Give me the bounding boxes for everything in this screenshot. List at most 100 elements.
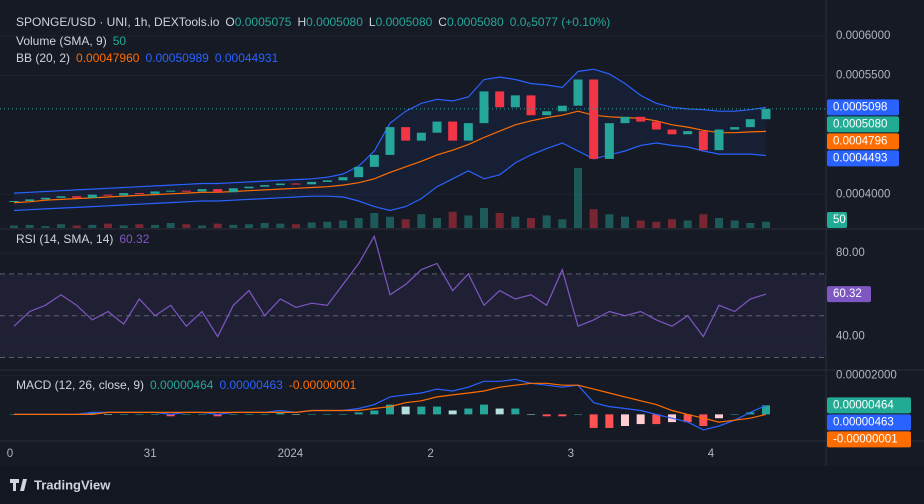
price-tag-label: -0.00000001 xyxy=(833,433,898,445)
volume-bar xyxy=(746,223,755,228)
price-tag-label: 0.00000463 xyxy=(833,416,894,428)
volume-bar xyxy=(166,223,175,228)
candle xyxy=(761,108,771,120)
volume-title: Volume (SMA, 9) xyxy=(16,34,107,48)
macd-histogram-bar xyxy=(119,414,128,415)
candle xyxy=(40,197,50,200)
macd-histogram-bar xyxy=(135,414,144,415)
volume-bar xyxy=(57,224,65,228)
volume-bar xyxy=(542,215,551,228)
macd-histogram-bar xyxy=(182,414,191,415)
candle xyxy=(589,79,599,159)
volume-bar xyxy=(323,221,332,228)
x-tick-label: 2024 xyxy=(278,448,304,460)
candle xyxy=(338,177,348,181)
price-tag-box xyxy=(827,133,899,150)
macd-histogram-bar xyxy=(245,414,253,415)
volume-bar xyxy=(730,220,739,228)
volume-bar xyxy=(370,213,379,228)
macd-hist-value: 0.00000464 xyxy=(150,378,214,392)
candle xyxy=(416,132,426,141)
rsi-title: RSI (14, SMA, 14) xyxy=(16,232,113,246)
candle xyxy=(714,129,724,151)
volume-bar xyxy=(621,216,629,228)
rsi-value: 60.32 xyxy=(119,232,149,246)
candle xyxy=(260,185,270,187)
macd-histogram-bar xyxy=(605,414,614,428)
macd-histogram-bar xyxy=(730,414,739,415)
macd-histogram-bar xyxy=(370,410,379,415)
macd-histogram-bar xyxy=(495,408,504,415)
macd-histogram-bar xyxy=(213,414,222,417)
brand-logo xyxy=(10,479,27,491)
macd-histogram-bar xyxy=(683,414,692,423)
x-tick-label: 2 xyxy=(427,448,433,460)
volume-sma: 50 xyxy=(113,34,127,48)
macd-histogram-bar xyxy=(746,412,755,415)
price-tag-label: 0.0004493 xyxy=(833,152,887,164)
candle xyxy=(307,181,317,185)
macd-histogram-bar xyxy=(198,414,206,415)
volume-bar xyxy=(636,220,645,228)
y-tick-label: 0.0004000 xyxy=(836,189,890,201)
macd-histogram-bar xyxy=(323,414,332,415)
candle xyxy=(291,183,301,185)
volume-bar xyxy=(339,220,347,228)
price-tag-label: 0.0005080 xyxy=(833,118,887,130)
macd-histogram-bar xyxy=(511,408,520,415)
candle xyxy=(463,123,473,141)
volume-bar xyxy=(386,216,394,228)
volume-bar xyxy=(245,224,253,228)
volume-bar xyxy=(589,209,598,228)
x-tick-label: 4 xyxy=(708,448,715,460)
volume-bar xyxy=(25,224,34,228)
candle xyxy=(526,95,536,116)
candle xyxy=(479,91,489,124)
price-tag-label: 0.0004796 xyxy=(833,135,887,147)
macd-histogram-bar xyxy=(527,414,535,415)
ohlc-key: O xyxy=(225,15,234,29)
candle xyxy=(166,190,176,192)
macd-histogram-bar xyxy=(88,412,97,415)
price-tag-box xyxy=(827,286,871,303)
candle xyxy=(401,127,411,141)
candle xyxy=(745,119,755,128)
candle xyxy=(495,91,505,108)
macd-histogram-bar xyxy=(104,414,112,415)
macd-histogram-bar xyxy=(276,412,285,415)
candle xyxy=(448,121,458,141)
price-tag-box xyxy=(827,431,911,448)
signal-line xyxy=(14,382,767,423)
ohlc-key: L xyxy=(369,15,376,29)
volume-bar xyxy=(495,213,504,228)
legend-line: SPONGE/USD · UNI, 1h, DEXTools.io O 0.0005… xyxy=(16,15,610,29)
macd-histogram-bar xyxy=(480,404,488,415)
symbol-title: SPONGE/USD · UNI, 1h, DEXTools.io xyxy=(16,15,220,29)
volume-bar xyxy=(135,224,144,228)
candle xyxy=(119,193,129,196)
candle xyxy=(573,79,583,106)
volume-bar xyxy=(558,219,567,228)
macd-histogram-bar xyxy=(386,404,394,415)
candle xyxy=(87,194,97,198)
volume-bar xyxy=(307,222,316,228)
ohlc-value: 0.0005080 xyxy=(447,15,504,29)
macd-histogram-bar xyxy=(292,414,300,415)
volume-bar xyxy=(527,218,535,228)
candle xyxy=(181,190,191,192)
legend-line: MACD (12, 26, close, 9) 0.00000464 0.00000… xyxy=(16,378,357,392)
bb-value: 0.00044931 xyxy=(215,51,279,65)
candle xyxy=(56,196,66,198)
volume-bar xyxy=(88,224,97,228)
volume-bar xyxy=(276,223,285,228)
volume-bar xyxy=(354,218,363,228)
bb-value: 0.00050989 xyxy=(145,51,209,65)
volume-bar xyxy=(119,225,128,228)
macd-histogram-bar xyxy=(448,410,457,415)
candle xyxy=(322,180,332,182)
price-tag-label: 60.32 xyxy=(833,288,862,300)
candle xyxy=(213,189,223,193)
bb-upper xyxy=(13,68,767,194)
